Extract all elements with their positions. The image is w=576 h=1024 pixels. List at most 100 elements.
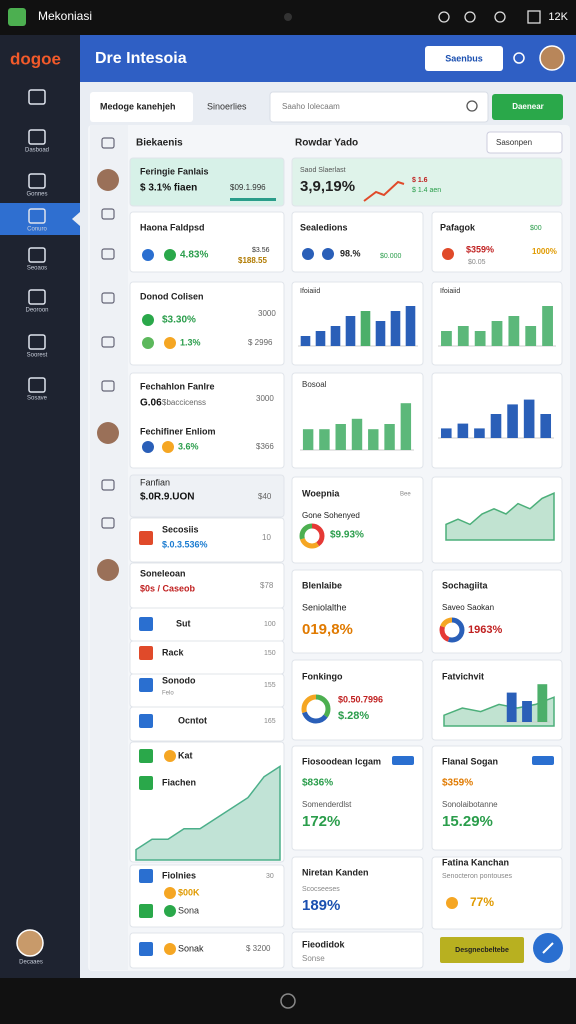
card-text: Sut	[176, 618, 191, 628]
primary-button[interactable]	[492, 94, 563, 120]
card-text: Pafagok	[440, 222, 476, 232]
card-text: Somenderdlst	[302, 800, 352, 809]
nav-icon[interactable]	[28, 89, 46, 105]
icon	[139, 869, 153, 883]
card-text: $.28%	[338, 710, 369, 722]
card-text: Haona Faldpsd	[140, 222, 205, 232]
nav-label: Conuro	[27, 227, 47, 233]
icon	[446, 897, 458, 909]
card[interactable]	[129, 607, 285, 642]
card[interactable]	[291, 157, 563, 207]
mini-icon[interactable]	[101, 517, 115, 529]
card[interactable]	[129, 864, 285, 928]
nav-label: Gonnes	[26, 192, 47, 198]
nav-icon[interactable]	[28, 377, 46, 393]
card[interactable]	[129, 474, 285, 518]
dropdown[interactable]	[486, 131, 563, 154]
bar	[368, 429, 379, 450]
nav-label: Seoaos	[27, 266, 47, 272]
card-text: 165	[264, 718, 276, 725]
card-text: Fieodidok	[302, 939, 345, 949]
card-text: Sonolaibotanne	[442, 800, 498, 809]
card-text: 98.%	[340, 248, 361, 258]
card[interactable]	[129, 640, 285, 675]
home-button[interactable]	[280, 993, 296, 1009]
mini-icon[interactable]	[101, 336, 115, 348]
card[interactable]	[431, 211, 563, 273]
bar	[335, 424, 346, 450]
card-text: 10	[262, 533, 271, 542]
card-text: 150	[264, 650, 276, 657]
icon	[302, 248, 314, 260]
header-button[interactable]	[425, 46, 503, 71]
card[interactable]	[129, 517, 285, 563]
icon	[139, 904, 153, 918]
card[interactable]	[431, 569, 563, 654]
card-text: $0.05	[468, 259, 486, 266]
card-text: Feringie Fanlais	[140, 166, 209, 176]
card-text: $188.55	[238, 256, 267, 265]
clock: 12K	[548, 11, 568, 23]
card-text: Sonak	[178, 943, 204, 953]
search-icon[interactable]	[513, 52, 525, 64]
card-text: 77%	[470, 895, 494, 909]
status-icon	[464, 11, 476, 23]
card[interactable]	[291, 211, 424, 273]
card-text: Kat	[178, 750, 193, 760]
card[interactable]	[291, 569, 424, 654]
card[interactable]	[291, 745, 424, 851]
card-text: Bosoal	[302, 380, 327, 389]
card[interactable]	[129, 673, 285, 708]
card[interactable]	[291, 856, 424, 930]
bar	[302, 429, 314, 450]
bar	[457, 326, 469, 346]
card-text: $366	[256, 442, 274, 451]
icon	[164, 337, 176, 349]
nav-icon[interactable]	[28, 173, 46, 189]
card-text: Fechahlon Fanlre	[140, 381, 215, 391]
tab[interactable]	[90, 92, 193, 122]
card-text: Fiosoodean Icgam	[302, 756, 381, 766]
nav-icon[interactable]	[28, 289, 46, 305]
mini-icon[interactable]	[101, 292, 115, 304]
nav-icon[interactable]	[28, 129, 46, 145]
card-text: 1000%	[532, 247, 557, 256]
camera	[284, 13, 292, 21]
card-text: $.0R.9.UON	[140, 492, 194, 503]
mini-icon[interactable]	[101, 248, 115, 260]
bar	[440, 428, 452, 438]
card-text: $ 2996	[248, 338, 273, 347]
card[interactable]	[129, 157, 285, 207]
card[interactable]	[291, 931, 424, 969]
card[interactable]	[129, 932, 285, 969]
card-text: 155	[264, 682, 276, 689]
card-text: 15.29%	[442, 813, 493, 830]
card[interactable]	[129, 741, 285, 863]
card-text: $0.000	[380, 253, 402, 260]
nav-icon[interactable]	[28, 208, 46, 224]
mini-icon[interactable]	[101, 208, 115, 220]
icon	[442, 248, 454, 260]
card[interactable]	[129, 706, 285, 742]
card[interactable]	[291, 476, 424, 564]
card-text: Woepnia	[302, 488, 340, 498]
card[interactable]	[431, 476, 563, 564]
bar	[508, 316, 520, 346]
page-title: Dre Intesoia	[95, 50, 187, 67]
search-box[interactable]	[269, 91, 489, 123]
action-button[interactable]	[440, 937, 524, 963]
bar	[507, 404, 518, 438]
mini-icon[interactable]	[101, 479, 115, 491]
card-text: $ 3200	[246, 944, 271, 953]
mini-icon[interactable]	[101, 380, 115, 392]
button-label: Daenear	[512, 102, 544, 111]
icon	[142, 249, 154, 261]
nav-icon[interactable]	[28, 247, 46, 263]
mini-icon[interactable]	[101, 137, 115, 149]
icon	[139, 617, 153, 631]
bar	[390, 311, 401, 346]
card[interactable]	[431, 856, 563, 930]
nav-icon[interactable]	[28, 334, 46, 350]
card[interactable]	[431, 745, 563, 851]
dropdown-label: Sasonpen	[496, 138, 532, 147]
